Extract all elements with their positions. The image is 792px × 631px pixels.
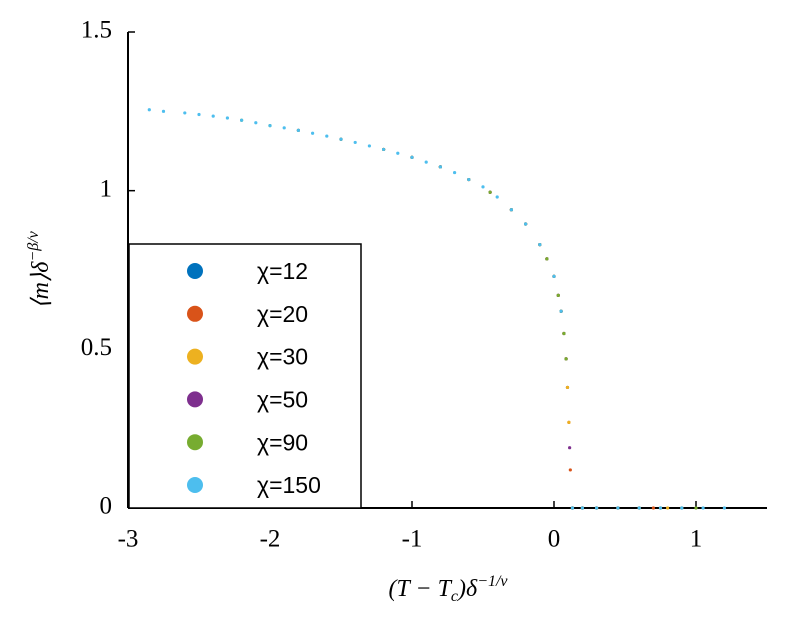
point: [211, 114, 215, 118]
x-tick-label: -2: [260, 526, 281, 553]
point: [564, 357, 568, 361]
point: [353, 140, 357, 145]
x-axis-label: (T − Tc)δ−1/ν: [388, 573, 508, 605]
point: [680, 506, 684, 510]
point: [268, 124, 272, 128]
point: [225, 116, 229, 120]
point: [616, 506, 620, 510]
point: [595, 506, 599, 510]
point: [545, 257, 549, 261]
legend-marker: [187, 391, 203, 408]
point: [311, 131, 315, 135]
legend-marker: [187, 434, 203, 451]
point: [282, 126, 286, 130]
legend-label: χ=150: [257, 472, 321, 498]
x-tick-label: 0: [548, 526, 561, 553]
point: [559, 309, 563, 313]
point: [580, 506, 585, 510]
point: [254, 121, 258, 125]
point: [453, 170, 457, 175]
point: [556, 293, 560, 297]
point: [382, 147, 386, 152]
legend-label: χ=30: [257, 344, 308, 370]
point: [495, 195, 499, 199]
point: [367, 144, 371, 148]
x-tick-label: -1: [402, 526, 423, 553]
point: [481, 185, 485, 189]
x-tick-label: 1: [690, 526, 703, 553]
point: [568, 446, 572, 450]
y-tick-label: 0: [100, 493, 113, 520]
point: [701, 506, 705, 510]
legend-label: χ=12: [257, 258, 308, 284]
point: [570, 506, 575, 510]
point: [694, 506, 698, 510]
legend-marker: [187, 263, 203, 279]
legend-label: χ=90: [257, 429, 308, 455]
y-tick-label: 1.5: [81, 17, 112, 44]
point: [147, 108, 151, 112]
y-tick-label: 1: [100, 175, 113, 202]
legend-label: χ=20: [257, 301, 308, 327]
y-axis-label: ⟨m⟩δ−β/ν: [25, 230, 54, 308]
point: [183, 111, 187, 115]
point: [651, 506, 656, 510]
legend-marker: [187, 348, 203, 365]
point: [637, 506, 641, 510]
point: [488, 190, 492, 194]
point: [396, 151, 400, 155]
point: [161, 109, 166, 113]
point: [424, 160, 428, 164]
point: [524, 222, 528, 226]
legend-marker: [187, 305, 203, 322]
point: [197, 112, 201, 117]
legend-box: [128, 243, 362, 509]
point: [658, 506, 663, 510]
x-tick-label: -3: [118, 526, 139, 553]
point: [666, 506, 670, 510]
point: [552, 274, 556, 278]
legend-label: χ=50: [257, 386, 308, 412]
point: [339, 137, 343, 141]
point: [567, 420, 571, 424]
point: [568, 468, 572, 472]
point: [562, 331, 566, 336]
point: [538, 243, 542, 247]
point: [565, 385, 570, 390]
point: [410, 155, 414, 159]
point: [509, 208, 513, 212]
point: [722, 506, 727, 510]
point: [325, 134, 329, 138]
point: [467, 177, 471, 182]
point: [438, 165, 442, 169]
point: [296, 128, 300, 132]
legend-marker: [187, 477, 203, 493]
point: [240, 118, 244, 122]
y-tick-label: 0.5: [81, 334, 112, 361]
